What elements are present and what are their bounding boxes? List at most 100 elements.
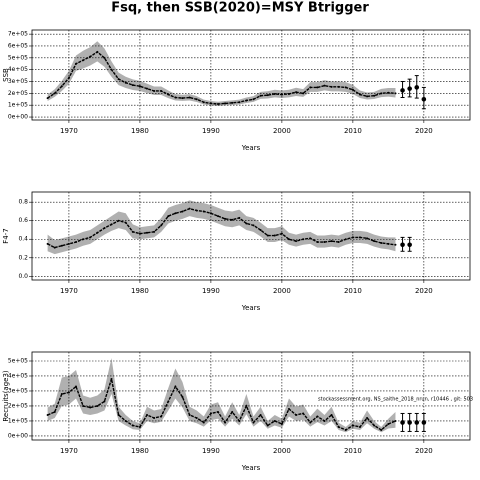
data-point bbox=[373, 240, 376, 243]
data-point bbox=[224, 102, 227, 105]
data-point bbox=[245, 222, 248, 225]
y-tick-label: 0.2 bbox=[18, 254, 28, 261]
data-point bbox=[188, 207, 191, 210]
y-tick-label: 3e+05 bbox=[8, 387, 28, 394]
data-point bbox=[295, 240, 298, 243]
confidence-band bbox=[47, 200, 396, 255]
data-point bbox=[46, 242, 49, 245]
data-point bbox=[160, 89, 163, 92]
data-point bbox=[146, 413, 149, 416]
forecast-point bbox=[407, 420, 412, 425]
data-point bbox=[273, 419, 276, 422]
data-point bbox=[202, 421, 205, 424]
data-point bbox=[387, 422, 390, 425]
data-point bbox=[344, 428, 347, 431]
plot-frame bbox=[31, 191, 471, 281]
data-point bbox=[110, 223, 113, 226]
x-tick-label: 2010 bbox=[344, 447, 362, 455]
y-tick-label: 3e+05 bbox=[8, 78, 28, 85]
data-point bbox=[209, 212, 212, 215]
data-point bbox=[216, 410, 219, 413]
data-point bbox=[89, 406, 92, 409]
data-point bbox=[351, 88, 354, 91]
y-axis-label: SSB bbox=[2, 68, 10, 82]
y-tick-label: 2e+05 bbox=[8, 90, 28, 97]
plot-frame bbox=[31, 351, 471, 441]
data-point bbox=[181, 395, 184, 398]
y-tick-label: 1e+05 bbox=[8, 102, 28, 109]
data-point bbox=[138, 425, 141, 428]
forecast-point bbox=[407, 242, 412, 248]
data-point bbox=[153, 230, 156, 233]
y-tick-label: 0.4 bbox=[18, 236, 28, 243]
data-point bbox=[60, 244, 63, 247]
data-point bbox=[103, 227, 106, 230]
data-point bbox=[266, 234, 269, 237]
x-tick-label: 2010 bbox=[344, 127, 362, 135]
data-point bbox=[287, 238, 290, 241]
data-point bbox=[295, 91, 298, 94]
data-point bbox=[387, 242, 390, 245]
data-point bbox=[67, 391, 70, 394]
x-axis-label: Years bbox=[241, 464, 261, 472]
data-point bbox=[46, 413, 49, 416]
data-point bbox=[380, 428, 383, 431]
data-point bbox=[160, 224, 163, 227]
data-point bbox=[366, 95, 369, 98]
x-tick-label: 2020 bbox=[415, 287, 433, 295]
data-point bbox=[89, 55, 92, 58]
data-point bbox=[60, 392, 63, 395]
data-point bbox=[252, 98, 255, 101]
data-point bbox=[195, 98, 198, 101]
data-point bbox=[138, 232, 141, 235]
data-point bbox=[380, 241, 383, 244]
data-point bbox=[124, 221, 127, 224]
data-point bbox=[330, 85, 333, 88]
data-point bbox=[295, 413, 298, 416]
data-point bbox=[117, 413, 120, 416]
data-point bbox=[245, 99, 248, 102]
y-tick-label: 6e+05 bbox=[8, 42, 28, 49]
x-tick-label: 2000 bbox=[273, 447, 291, 455]
data-point bbox=[124, 81, 127, 84]
data-point bbox=[259, 94, 262, 97]
y-tick-label: 2e+05 bbox=[8, 402, 28, 409]
data-point bbox=[75, 62, 78, 65]
data-point bbox=[280, 422, 283, 425]
data-point bbox=[146, 231, 149, 234]
x-tick-label: 1990 bbox=[202, 287, 220, 295]
data-point bbox=[117, 78, 120, 81]
data-point bbox=[224, 217, 227, 220]
x-tick-label: 2000 bbox=[273, 127, 291, 135]
data-point bbox=[167, 93, 170, 96]
forecast-point bbox=[400, 420, 405, 425]
y-tick-label: 0e+00 bbox=[8, 114, 28, 121]
data-point bbox=[96, 50, 99, 53]
data-point bbox=[259, 413, 262, 416]
confidence-band bbox=[47, 41, 396, 107]
data-point bbox=[309, 421, 312, 424]
data-point bbox=[266, 94, 269, 97]
x-axis-label: Years bbox=[241, 144, 261, 152]
x-axis-label: Years bbox=[241, 304, 261, 312]
y-tick-label: 7e+05 bbox=[8, 31, 28, 38]
data-point bbox=[124, 419, 127, 422]
data-point bbox=[209, 412, 212, 415]
data-point bbox=[146, 87, 149, 90]
y-tick-label: 0.8 bbox=[18, 199, 28, 206]
x-tick-label: 1980 bbox=[131, 127, 149, 135]
data-point bbox=[266, 424, 269, 427]
data-point bbox=[337, 425, 340, 428]
data-point bbox=[252, 224, 255, 227]
forecast-point bbox=[421, 420, 427, 425]
x-tick-label: 2020 bbox=[415, 447, 433, 455]
x-tick-label: 2010 bbox=[344, 287, 362, 295]
data-point bbox=[160, 415, 163, 418]
data-point bbox=[153, 416, 156, 419]
annotation: stockassessment.org, NS_saithe_2018_nrun… bbox=[318, 397, 473, 403]
y-tick-label: 0e+00 bbox=[8, 432, 28, 439]
data-point bbox=[337, 85, 340, 88]
data-point bbox=[96, 231, 99, 234]
y-tick-label: 4e+05 bbox=[8, 372, 28, 379]
